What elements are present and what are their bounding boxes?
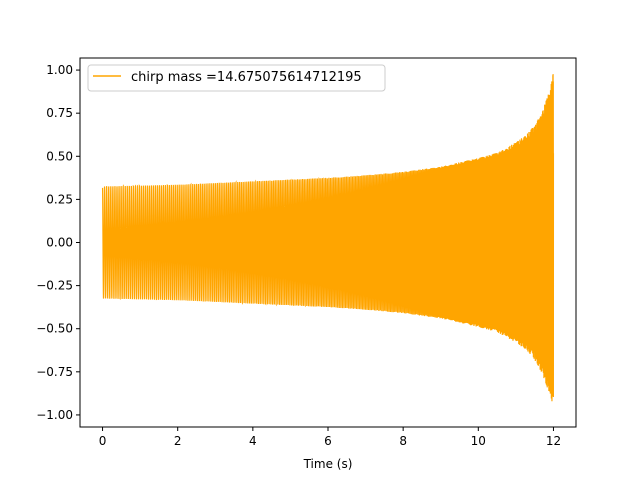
x-tick-label: 10 [471, 434, 486, 448]
y-tick-label: 0.25 [46, 192, 73, 206]
y-tick-label: −1.00 [36, 408, 73, 422]
x-axis-ticks: 0 2 4 6 8 10 12 [99, 427, 561, 448]
legend-box [87, 64, 386, 92]
x-tick-label: 6 [324, 434, 332, 448]
y-tick-label: −0.25 [36, 279, 73, 293]
x-tick-label: 8 [399, 434, 407, 448]
x-tick-label: 2 [174, 434, 182, 448]
y-tick-label: −0.50 [36, 322, 73, 336]
x-tick-label: 0 [99, 434, 107, 448]
legend: chirp mass =14.675075614712195 [87, 64, 386, 92]
legend-label: chirp mass =14.675075614712195 [131, 70, 362, 85]
plot-data-layer [101, 74, 555, 402]
y-tick-label: 0.50 [46, 149, 73, 163]
y-axis-ticks: −1.00 −0.75 −0.50 −0.25 0.00 0.25 0.50 0.75 1.00 [36, 63, 80, 422]
y-tick-label: −0.75 [36, 365, 73, 379]
x-axis-label: Time (s) [303, 457, 353, 471]
y-tick-label: 0.00 [46, 236, 73, 250]
x-tick-label: 4 [249, 434, 257, 448]
series-line-chirp [101, 74, 555, 402]
x-tick-label: 12 [546, 434, 561, 448]
y-tick-label: 1.00 [46, 63, 73, 77]
y-tick-label: 0.75 [46, 106, 73, 120]
